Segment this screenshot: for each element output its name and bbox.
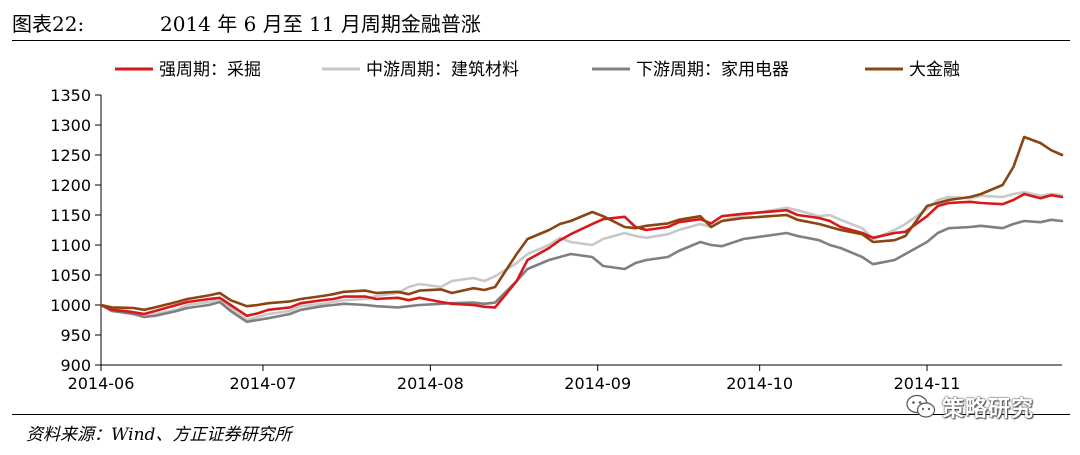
y-tick-label: 1350 [50, 86, 91, 105]
y-axis: 900 950 1000 1050 1100 1150 1200 1250 1300 1350 [50, 86, 102, 375]
series-line [99, 218, 1064, 324]
line-chart: 强周期：采掘 中游周期：建筑材料 下游周期：家用电器 大金融 900 950 1000 10… [50, 60, 1064, 393]
legend-item: 大金融 [865, 60, 960, 80]
figure-number: 图表22: [12, 12, 85, 36]
y-tick-label: 1050 [50, 266, 91, 285]
legend-item: 中游周期：建筑材料 [322, 60, 519, 80]
watermark-text: 策略研究 [942, 397, 1035, 422]
figure-title: 2014 年 6 月至 11 月周期金融普涨 [160, 12, 481, 36]
legend-label: 大金融 [909, 60, 960, 80]
x-tick-label: 2014-07 [230, 374, 297, 393]
series-line [99, 190, 1064, 322]
y-tick-label: 900 [60, 356, 91, 375]
x-tick-label: 2014-11 [894, 374, 961, 393]
x-tick-label: 2014-08 [397, 374, 464, 393]
legend-label: 强周期：采掘 [159, 60, 261, 80]
legend-item: 强周期：采掘 [115, 60, 261, 80]
y-tick-label: 950 [60, 326, 91, 345]
x-tick-label: 2014-10 [726, 374, 793, 393]
x-axis: 2014-06 2014-07 2014-08 2014-09 2014-10 2014-… [68, 364, 1062, 393]
figure-header: 图表22: 2014 年 6 月至 11 月周期金融普涨 [12, 6, 1072, 36]
legend-label: 下游周期：家用电器 [636, 60, 789, 80]
footer-rule [12, 414, 1070, 415]
wechat-icon [906, 394, 936, 418]
legend-item: 下游周期：家用电器 [592, 60, 789, 80]
source-note: 资料来源：Wind、方正证券研究所 [26, 425, 292, 445]
y-tick-label: 1150 [50, 206, 91, 225]
x-tick-label: 2014-09 [564, 374, 631, 393]
legend: 强周期：采掘 中游周期：建筑材料 下游周期：家用电器 大金融 [115, 60, 960, 80]
x-tick-label: 2014-06 [68, 374, 135, 393]
y-tick-label: 1200 [50, 176, 91, 195]
header-rule [12, 40, 1070, 41]
y-tick-label: 1250 [50, 146, 91, 165]
watermark: 策略研究 [906, 392, 1034, 422]
series-line [99, 135, 1064, 312]
legend-label: 中游周期：建筑材料 [366, 60, 519, 80]
series-layer [99, 135, 1064, 324]
y-tick-label: 1300 [50, 116, 91, 135]
y-tick-label: 1000 [50, 296, 91, 315]
y-tick-label: 1100 [50, 236, 91, 255]
series-line [99, 192, 1064, 318]
